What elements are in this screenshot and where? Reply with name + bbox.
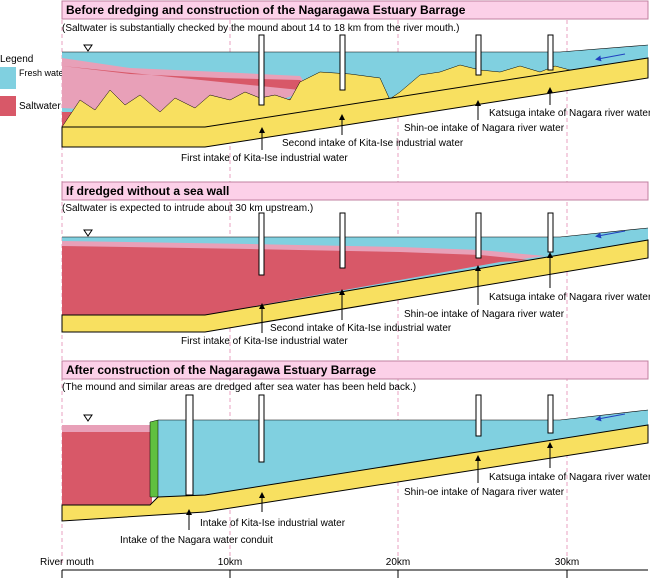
label: First intake of Kita-Ise industrial wate… [181, 336, 348, 347]
legend: Legend Fresh water Saltwater [0, 54, 67, 116]
label: Fresh water [19, 68, 67, 78]
label: After construction of the Nagaragawa Est… [66, 363, 376, 377]
label: Second intake of Kita-Ise industrial wat… [270, 323, 452, 334]
label: 30km [555, 557, 579, 568]
label: First intake of Kita-Ise industrial wate… [181, 153, 348, 164]
label: If dredged without a sea wall [66, 184, 229, 198]
label: 10km [218, 557, 242, 568]
label: River mouth [40, 557, 94, 568]
panel-3: After construction of the Nagaragawa Est… [61, 360, 650, 546]
label: Katsuga intake of Nagara river water [489, 108, 650, 119]
label: (Saltwater is expected to intrude about … [62, 203, 313, 214]
panel-2: If dredged without a sea wall (Saltwater… [61, 181, 650, 347]
label: Shin-oe intake of Nagara river water [404, 309, 565, 320]
label: (The mound and similar areas are dredged… [62, 382, 416, 393]
axis: River mouth 10km 20km 30km [40, 557, 648, 578]
label: Legend [0, 54, 33, 65]
label: Second intake of Kita-Ise industrial wat… [282, 138, 464, 149]
label: Katsuga intake of Nagara river water [489, 292, 650, 303]
label: Intake of the Nagara water conduit [120, 535, 273, 546]
label: Intake of Kita-Ise industrial water [200, 518, 346, 529]
label: Katsuga intake of Nagara river water [489, 472, 650, 483]
panel-1: Before dredging and construction of the … [61, 0, 650, 164]
label: Shin-oe intake of Nagara river water [404, 123, 565, 134]
label: 20km [386, 557, 410, 568]
label: Shin-oe intake of Nagara river water [404, 487, 565, 498]
label: Before dredging and construction of the … [66, 3, 466, 17]
label: Saltwater [19, 101, 61, 112]
label: (Saltwater is substantially checked by t… [62, 23, 459, 34]
